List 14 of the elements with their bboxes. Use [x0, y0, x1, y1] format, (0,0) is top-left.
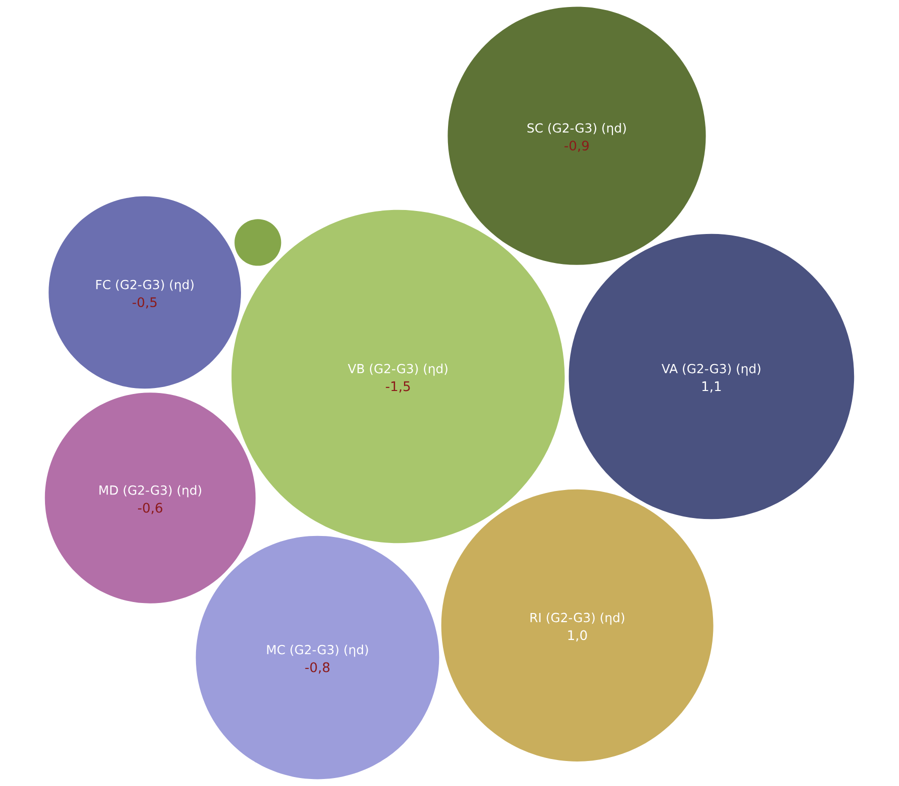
- data-label: 1,0: [568, 630, 587, 642]
- category-label: VA (G2-G3) (ηd): [662, 364, 760, 376]
- category-label: MD (G2-G3) (ηd): [99, 485, 202, 498]
- category-label: VB (G2-G3) (ηd): [348, 364, 448, 376]
- data-label: -0,9: [564, 140, 589, 152]
- data-label: 1,1: [702, 381, 721, 393]
- category-label: SC (G2-G3) (ηd): [527, 123, 626, 136]
- data-label: -1,5: [386, 381, 410, 393]
- data-label: -0,8: [305, 662, 330, 674]
- category-label: FC (G2-G3) (ηd): [96, 280, 194, 292]
- category-label: MC (G2-G3) (ηd): [267, 644, 368, 657]
- data-label: -0,5: [132, 297, 157, 309]
- data-label: -0,6: [138, 502, 162, 514]
- category-label: RI (G2-G3) (ηd): [530, 612, 624, 625]
